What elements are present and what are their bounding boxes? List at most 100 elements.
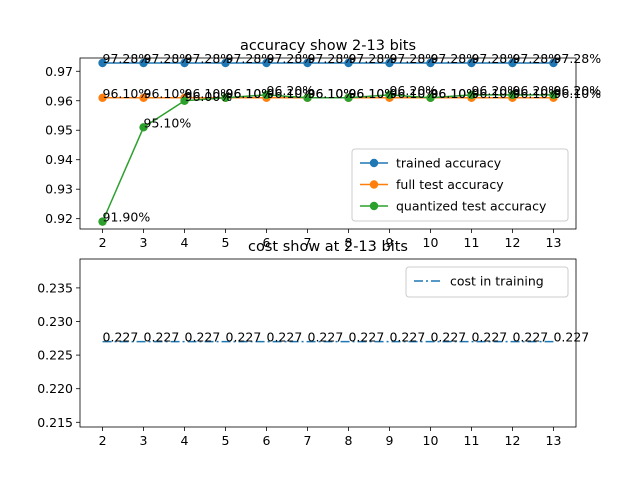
x-tick-label: 11	[464, 433, 480, 448]
data-point	[180, 58, 189, 68]
data-point	[426, 58, 435, 68]
data-label: 0.227	[389, 330, 425, 345]
data-point	[467, 58, 476, 68]
data-point	[426, 93, 435, 103]
data-label: 96.20%	[471, 83, 519, 98]
accuracy-chart: accuracy show 2-13 bits 2 3 4 5 6 7 8 9 10 11 12 13 0…	[45, 38, 601, 250]
y-tick-label: 0.215	[37, 415, 73, 430]
legend-label: quantized test accuracy	[396, 199, 547, 214]
data-point	[262, 90, 271, 100]
legend-marker	[369, 201, 379, 211]
data-label: 96.10%	[389, 86, 437, 101]
legend-marker	[369, 180, 379, 189]
data-label: 97.28%	[389, 51, 437, 66]
x-tick-label: 2	[99, 433, 107, 448]
data-point	[344, 93, 353, 103]
data-label: 96.10%	[103, 86, 151, 101]
data-label: 97.28%	[471, 51, 519, 66]
x-tick-label: 7	[304, 433, 312, 448]
data-label: 96.10%	[267, 86, 315, 101]
legend-box	[405, 266, 569, 298]
legend: trained accuracy full test accuracy quanti…	[351, 148, 569, 222]
data-point	[549, 90, 558, 100]
data-label: 97.28%	[267, 51, 315, 66]
data-label: 0.227	[471, 330, 507, 345]
y-tick-label: 0.230	[37, 314, 73, 329]
data-point	[303, 58, 312, 68]
data-label: 97.28%	[185, 51, 233, 66]
cost-chart: cost show at 2-13 bits 2 3 4 5 6 7 8 9 10 11 12 13 0.…	[37, 239, 589, 448]
data-label: 91.90%	[103, 210, 151, 225]
data-point	[139, 93, 148, 103]
data-label: 0.227	[553, 330, 589, 345]
data-label: 0.227	[103, 330, 139, 345]
legend: cost in training	[405, 266, 569, 298]
x-tick-label: 12	[505, 433, 521, 448]
legend-label: cost in training	[450, 274, 544, 289]
x-tick-label: 4	[181, 433, 189, 448]
x-tick-label: 4	[181, 235, 189, 250]
data-label: 96.10%	[430, 86, 478, 101]
legend-box	[351, 148, 569, 222]
x-tick-label: 5	[222, 433, 230, 448]
data-point	[549, 58, 558, 68]
x-tick-label: 2	[99, 235, 107, 250]
data-label: 97.28%	[144, 51, 192, 66]
data-label: 96.10%	[553, 86, 601, 101]
data-label: 96.20%	[267, 83, 315, 98]
data-label: 96.20%	[553, 83, 601, 98]
data-label: 97.28%	[348, 51, 396, 66]
data-point	[180, 96, 189, 105]
chart-title: cost show at 2-13 bits	[248, 239, 408, 255]
x-tick-label: 12	[505, 235, 521, 250]
x-tick-label: 11	[464, 235, 480, 250]
data-label: 0.227	[348, 330, 384, 345]
x-tick-label: 3	[140, 235, 148, 250]
data-label: 97.28%	[512, 51, 560, 66]
data-label: 96.00%	[185, 89, 233, 104]
x-tick-label: 6	[263, 433, 271, 448]
data-point	[98, 93, 107, 103]
x-tick-label: 5	[222, 235, 230, 250]
x-tick-label: 9	[386, 433, 394, 448]
x-tick-label: 13	[546, 433, 562, 448]
x-tick-label: 7	[304, 235, 312, 250]
data-label: 96.10%	[471, 86, 519, 101]
x-tick-label: 9	[386, 235, 394, 250]
data-label: 96.20%	[389, 83, 437, 98]
legend-marker	[369, 158, 379, 168]
x-tick-label: 6	[263, 235, 271, 250]
data-label: 97.28%	[308, 51, 356, 66]
data-point	[303, 93, 312, 103]
data-label: 0.227	[512, 330, 548, 345]
data-label: 97.28%	[430, 51, 478, 66]
data-label: 96.10%	[308, 86, 356, 101]
data-label: 96.10%	[185, 86, 233, 101]
data-label: 96.10%	[226, 86, 274, 101]
data-point	[385, 90, 394, 100]
data-label: 0.227	[430, 330, 466, 345]
data-point	[467, 90, 476, 100]
plot-frame	[79, 57, 577, 230]
data-point	[221, 93, 230, 103]
data-point	[262, 58, 271, 68]
series-line-quantized-test-accuracy	[101, 94, 554, 222]
data-point	[508, 90, 517, 100]
data-label: 0.227	[226, 330, 262, 345]
y-tick-label: 0.225	[37, 348, 73, 363]
y-tick-label: 0.92	[45, 211, 73, 226]
data-label: 0.227	[267, 330, 303, 345]
y-tick-label: 0.95	[45, 123, 73, 138]
data-point	[508, 58, 517, 68]
data-point	[98, 217, 107, 226]
data-label: 96.10%	[512, 86, 560, 101]
x-tick-label: 8	[345, 433, 353, 448]
data-label: 96.10%	[348, 86, 396, 101]
data-label: 96.10%	[348, 86, 396, 101]
plot-frame	[79, 258, 577, 428]
data-point	[98, 58, 107, 68]
data-label: 96.10%	[144, 86, 192, 101]
y-tick-label: 0.220	[37, 381, 73, 396]
